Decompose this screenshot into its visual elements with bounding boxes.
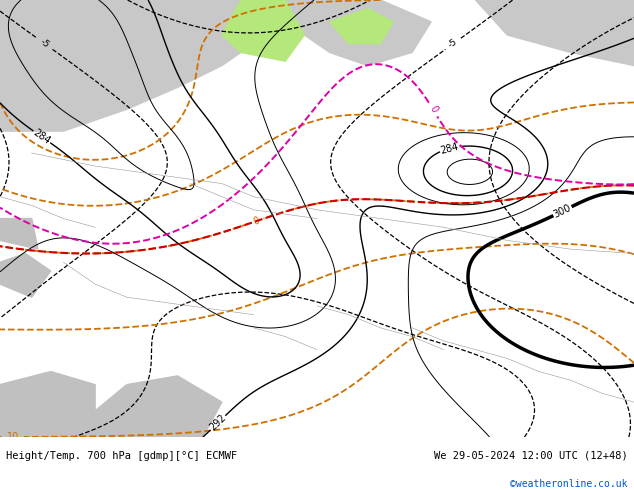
Polygon shape [222,0,304,61]
Polygon shape [95,376,222,437]
Text: 292: 292 [208,413,228,433]
Polygon shape [285,0,431,66]
Text: 284: 284 [32,127,52,147]
Polygon shape [0,371,95,437]
Text: 10: 10 [6,432,19,442]
Text: 284: 284 [439,141,460,156]
Polygon shape [0,219,38,249]
Polygon shape [0,0,266,131]
Text: 300: 300 [552,203,573,220]
Polygon shape [476,0,634,66]
Text: Height/Temp. 700 hPa [gdmp][°C] ECMWF: Height/Temp. 700 hPa [gdmp][°C] ECMWF [6,451,238,461]
Polygon shape [0,253,51,297]
Text: 0: 0 [251,216,261,227]
Text: ©weatheronline.co.uk: ©weatheronline.co.uk [510,479,628,489]
Text: -5: -5 [447,38,460,50]
Polygon shape [330,9,393,44]
Text: We 29-05-2024 12:00 UTC (12+48): We 29-05-2024 12:00 UTC (12+48) [434,451,628,461]
Text: -5: -5 [39,38,51,50]
Text: 0: 0 [427,104,439,115]
